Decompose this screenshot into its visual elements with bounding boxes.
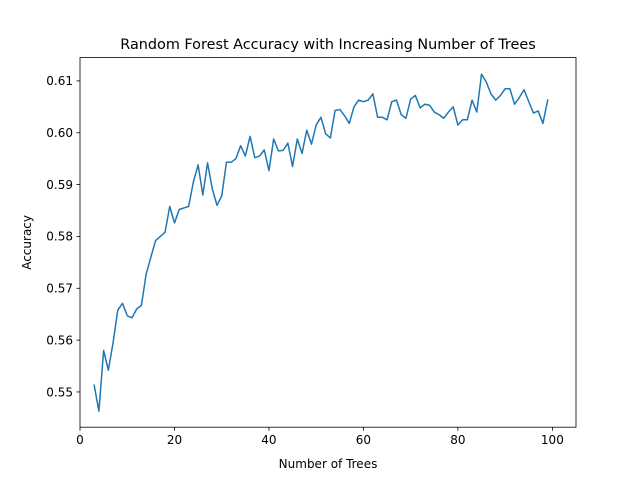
x-tick-label: 0 bbox=[76, 433, 84, 447]
x-tick-label: 20 bbox=[167, 433, 182, 447]
x-tick-label: 80 bbox=[450, 433, 465, 447]
plot-area bbox=[80, 57, 576, 428]
x-axis-ticks: 0 20 40 60 80 100 bbox=[76, 427, 564, 447]
y-tick-label: 0.56 bbox=[46, 333, 73, 347]
y-axis-label: Accuracy bbox=[20, 215, 34, 270]
y-tick-label: 0.57 bbox=[46, 282, 73, 296]
y-axis-ticks: 0.55 0.56 0.57 0.58 0.59 0.60 0.61 bbox=[46, 74, 80, 399]
y-tick-label: 0.59 bbox=[46, 178, 73, 192]
y-tick-label: 0.58 bbox=[46, 230, 73, 244]
x-tick-label: 60 bbox=[356, 433, 371, 447]
y-tick-label: 0.55 bbox=[46, 385, 73, 399]
y-tick-label: 0.60 bbox=[46, 126, 73, 140]
x-axis-label: Number of Trees bbox=[279, 457, 378, 471]
chart-title: Random Forest Accuracy with Increasing N… bbox=[120, 37, 535, 53]
series-line bbox=[93, 73, 549, 412]
x-tick-label: 40 bbox=[261, 433, 276, 447]
plot-frame bbox=[79, 57, 577, 428]
x-tick-label: 100 bbox=[541, 433, 564, 447]
y-tick-label: 0.61 bbox=[46, 74, 73, 88]
